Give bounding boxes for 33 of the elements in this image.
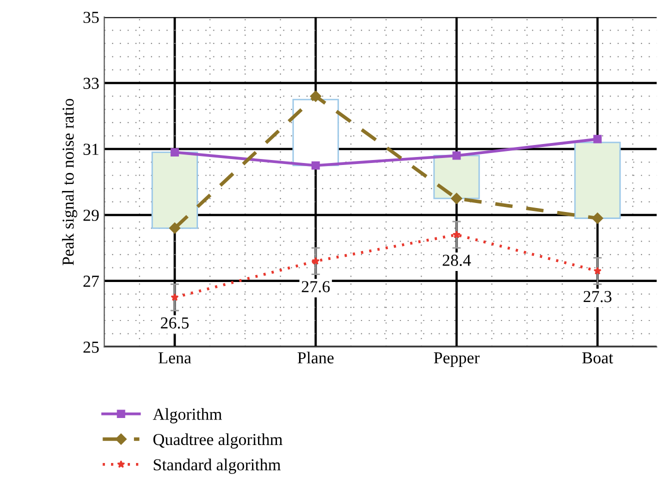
y-tick-label: 31: [84, 144, 98, 155]
y-axis-title: Peak signal to noise ratio: [62, 98, 78, 266]
x-tick-label: Plane: [298, 352, 334, 364]
point: [452, 151, 461, 160]
data-label: 27.6: [302, 281, 330, 292]
point: [310, 90, 322, 102]
bar: [292, 98, 339, 166]
point: [450, 192, 462, 204]
point: [593, 134, 602, 144]
bar: [574, 142, 621, 219]
point: [312, 161, 320, 170]
legend-label: Quadtree algorithm: [153, 433, 282, 449]
legend-label: Algorithm: [152, 408, 222, 424]
point: [452, 230, 461, 238]
point: [594, 266, 602, 275]
data-label: 28.4: [442, 254, 471, 266]
point: [592, 212, 604, 224]
data-label: 26.5: [160, 317, 189, 329]
x-tick-label: Lena: [158, 352, 192, 364]
y-tick-label: 35: [84, 12, 99, 24]
x-tick-label: Boat: [582, 352, 614, 364]
y-tick-label: 29: [83, 210, 99, 221]
x-tick-label: Pepper: [434, 352, 480, 367]
bar: [152, 152, 198, 229]
legend-label: Standard algorithm: [154, 458, 281, 474]
y-tick-label: 33: [84, 78, 99, 89]
point: [170, 148, 179, 156]
point: [312, 256, 320, 265]
point: [169, 222, 180, 234]
data-label: 27.3: [584, 291, 612, 302]
y-tick-label: 25: [83, 342, 99, 353]
y-tick-label: 27: [83, 276, 99, 287]
point: [170, 293, 179, 301]
